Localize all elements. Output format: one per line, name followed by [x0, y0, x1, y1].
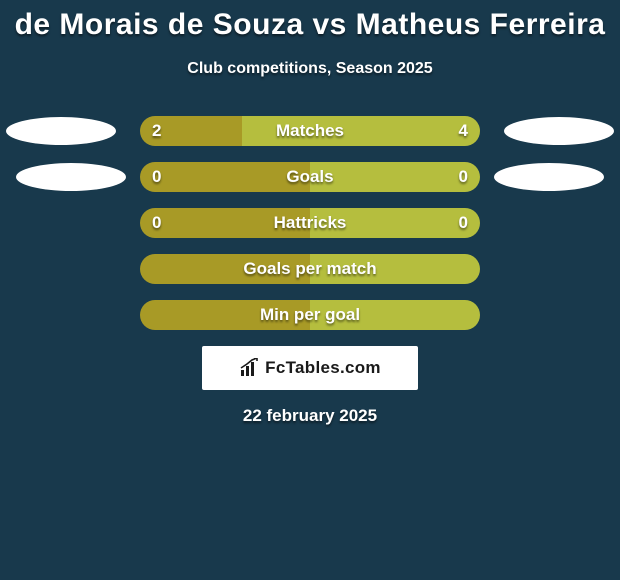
stat-bar-left — [140, 254, 310, 284]
page-title: de Morais de Souza vs Matheus Ferreira — [0, 0, 620, 42]
stat-bar-left — [140, 300, 310, 330]
stat-value-right: 4 — [459, 116, 468, 146]
stat-bar-track — [140, 254, 480, 284]
stat-bar-left — [140, 162, 310, 192]
stat-row: Matches24 — [0, 116, 620, 146]
stat-row: Hattricks00 — [0, 208, 620, 238]
stat-bar-right — [242, 116, 480, 146]
stat-bar-right — [310, 300, 480, 330]
stat-bar-right — [310, 254, 480, 284]
brand-box[interactable]: FcTables.com — [202, 346, 418, 390]
stats-container: Matches24Goals00Hattricks00Goals per mat… — [0, 116, 620, 330]
stat-bar-track — [140, 116, 480, 146]
player-right-marker — [494, 163, 604, 191]
stat-bar-right — [310, 162, 480, 192]
stat-bar-track — [140, 162, 480, 192]
stat-bar-left — [140, 208, 310, 238]
stat-bar-track — [140, 300, 480, 330]
player-right-marker — [504, 117, 614, 145]
stat-value-left: 2 — [152, 116, 161, 146]
stat-value-left: 0 — [152, 162, 161, 192]
stat-value-left: 0 — [152, 208, 161, 238]
stat-bar-track — [140, 208, 480, 238]
player-left-marker — [6, 117, 116, 145]
brand-text: FcTables.com — [265, 358, 381, 378]
stat-row: Goals00 — [0, 162, 620, 192]
stat-row: Goals per match — [0, 254, 620, 284]
subtitle: Club competitions, Season 2025 — [0, 60, 620, 78]
stat-row: Min per goal — [0, 300, 620, 330]
chart-icon — [239, 358, 261, 378]
stat-bar-right — [310, 208, 480, 238]
stat-value-right: 0 — [459, 162, 468, 192]
player-left-marker — [16, 163, 126, 191]
stat-value-right: 0 — [459, 208, 468, 238]
date-text: 22 february 2025 — [0, 406, 620, 426]
